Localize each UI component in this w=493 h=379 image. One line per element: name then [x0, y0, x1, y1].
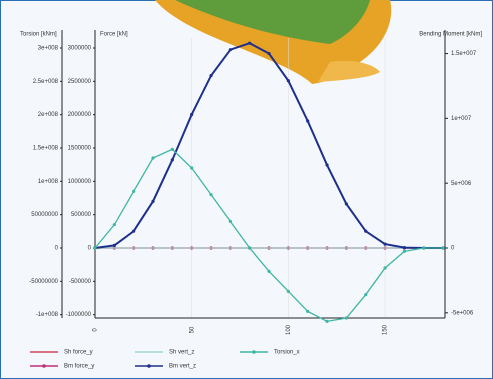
y2-axis-title: Bending Moment [kNm] — [419, 32, 482, 38]
x-tick-label: 50 — [189, 326, 195, 333]
series-marker — [383, 243, 386, 246]
legend-label: Bm force_y — [64, 364, 94, 370]
series-marker — [113, 223, 116, 226]
y3-tick-label: 2000000 — [68, 112, 92, 118]
series-marker — [132, 230, 135, 233]
series-marker — [113, 244, 116, 247]
series-marker — [345, 202, 348, 205]
y-tick-label: -1e+008 — [36, 312, 59, 318]
y3-tick-label: 3000000 — [68, 46, 92, 52]
y-axis-title: Torsion [kNm] — [20, 32, 57, 38]
y2-tick-label: 1.5e+007 — [451, 51, 477, 57]
legend-marker — [147, 364, 151, 368]
chart: Torsion [kNm] Force [kN] Bending Moment … — [0, 0, 493, 379]
series-marker — [209, 193, 212, 196]
y3-tick-label: 2500000 — [68, 79, 92, 85]
y-tick-label: 50000000 — [31, 212, 58, 218]
series-marker — [345, 316, 348, 319]
series-marker — [383, 266, 386, 269]
y3-tick-label: -500000 — [69, 279, 92, 285]
legend-label: Sh vert_z — [169, 350, 194, 356]
y-tick-label: 1e+008 — [38, 179, 59, 185]
series-marker — [306, 310, 309, 313]
series-marker — [248, 42, 251, 45]
x-tick-label: 100 — [286, 324, 292, 335]
series-marker — [171, 158, 174, 161]
y-tick-label: 2e+008 — [38, 112, 59, 118]
series-marker — [306, 119, 309, 122]
series-marker — [287, 79, 290, 82]
series-marker — [287, 290, 290, 293]
frame — [1, 1, 493, 379]
y2-tick-label: -5e+006 — [451, 310, 474, 316]
x-tick-label: 150 — [383, 324, 389, 335]
series-marker — [248, 246, 251, 249]
series-marker — [229, 220, 232, 223]
legend-marker — [252, 350, 256, 354]
legend-label: Sh force_y — [64, 350, 93, 356]
y-tick-label: 3e+008 — [38, 46, 59, 52]
y3-axis-title: Force [kN] — [100, 32, 128, 38]
series-marker — [151, 156, 154, 159]
series-marker — [267, 270, 270, 273]
series-marker — [325, 320, 328, 323]
legend-label: Bm vert_z — [169, 364, 196, 370]
series-marker — [325, 163, 328, 166]
y3-tick-label: -1000000 — [66, 312, 92, 318]
y-tick-label: 2.5e+008 — [33, 79, 59, 85]
legend-marker — [42, 364, 46, 368]
series-marker — [209, 74, 212, 77]
series-marker — [151, 200, 154, 203]
series-marker — [132, 190, 135, 193]
series-marker — [422, 246, 425, 249]
series-marker — [403, 250, 406, 253]
series-marker — [403, 246, 406, 249]
y-tick-label: -50000000 — [29, 279, 58, 285]
y2-tick-label: 1e+007 — [451, 116, 472, 122]
series-marker — [229, 48, 232, 51]
y2-tick-label: 5e+006 — [451, 181, 472, 187]
series-marker — [190, 166, 193, 169]
legend-label: Torsion_x — [274, 350, 300, 356]
series-marker — [364, 230, 367, 233]
y3-tick-label: 1000000 — [68, 179, 92, 185]
series-marker — [93, 246, 96, 249]
y3-tick-label: 1500000 — [68, 146, 92, 152]
series-marker — [364, 293, 367, 296]
series-marker — [441, 246, 444, 249]
y-tick-label: 1.5e+008 — [33, 146, 59, 152]
series-marker — [267, 52, 270, 55]
series-marker — [190, 113, 193, 116]
y3-tick-label: 500000 — [71, 212, 92, 218]
series-marker — [171, 148, 174, 151]
